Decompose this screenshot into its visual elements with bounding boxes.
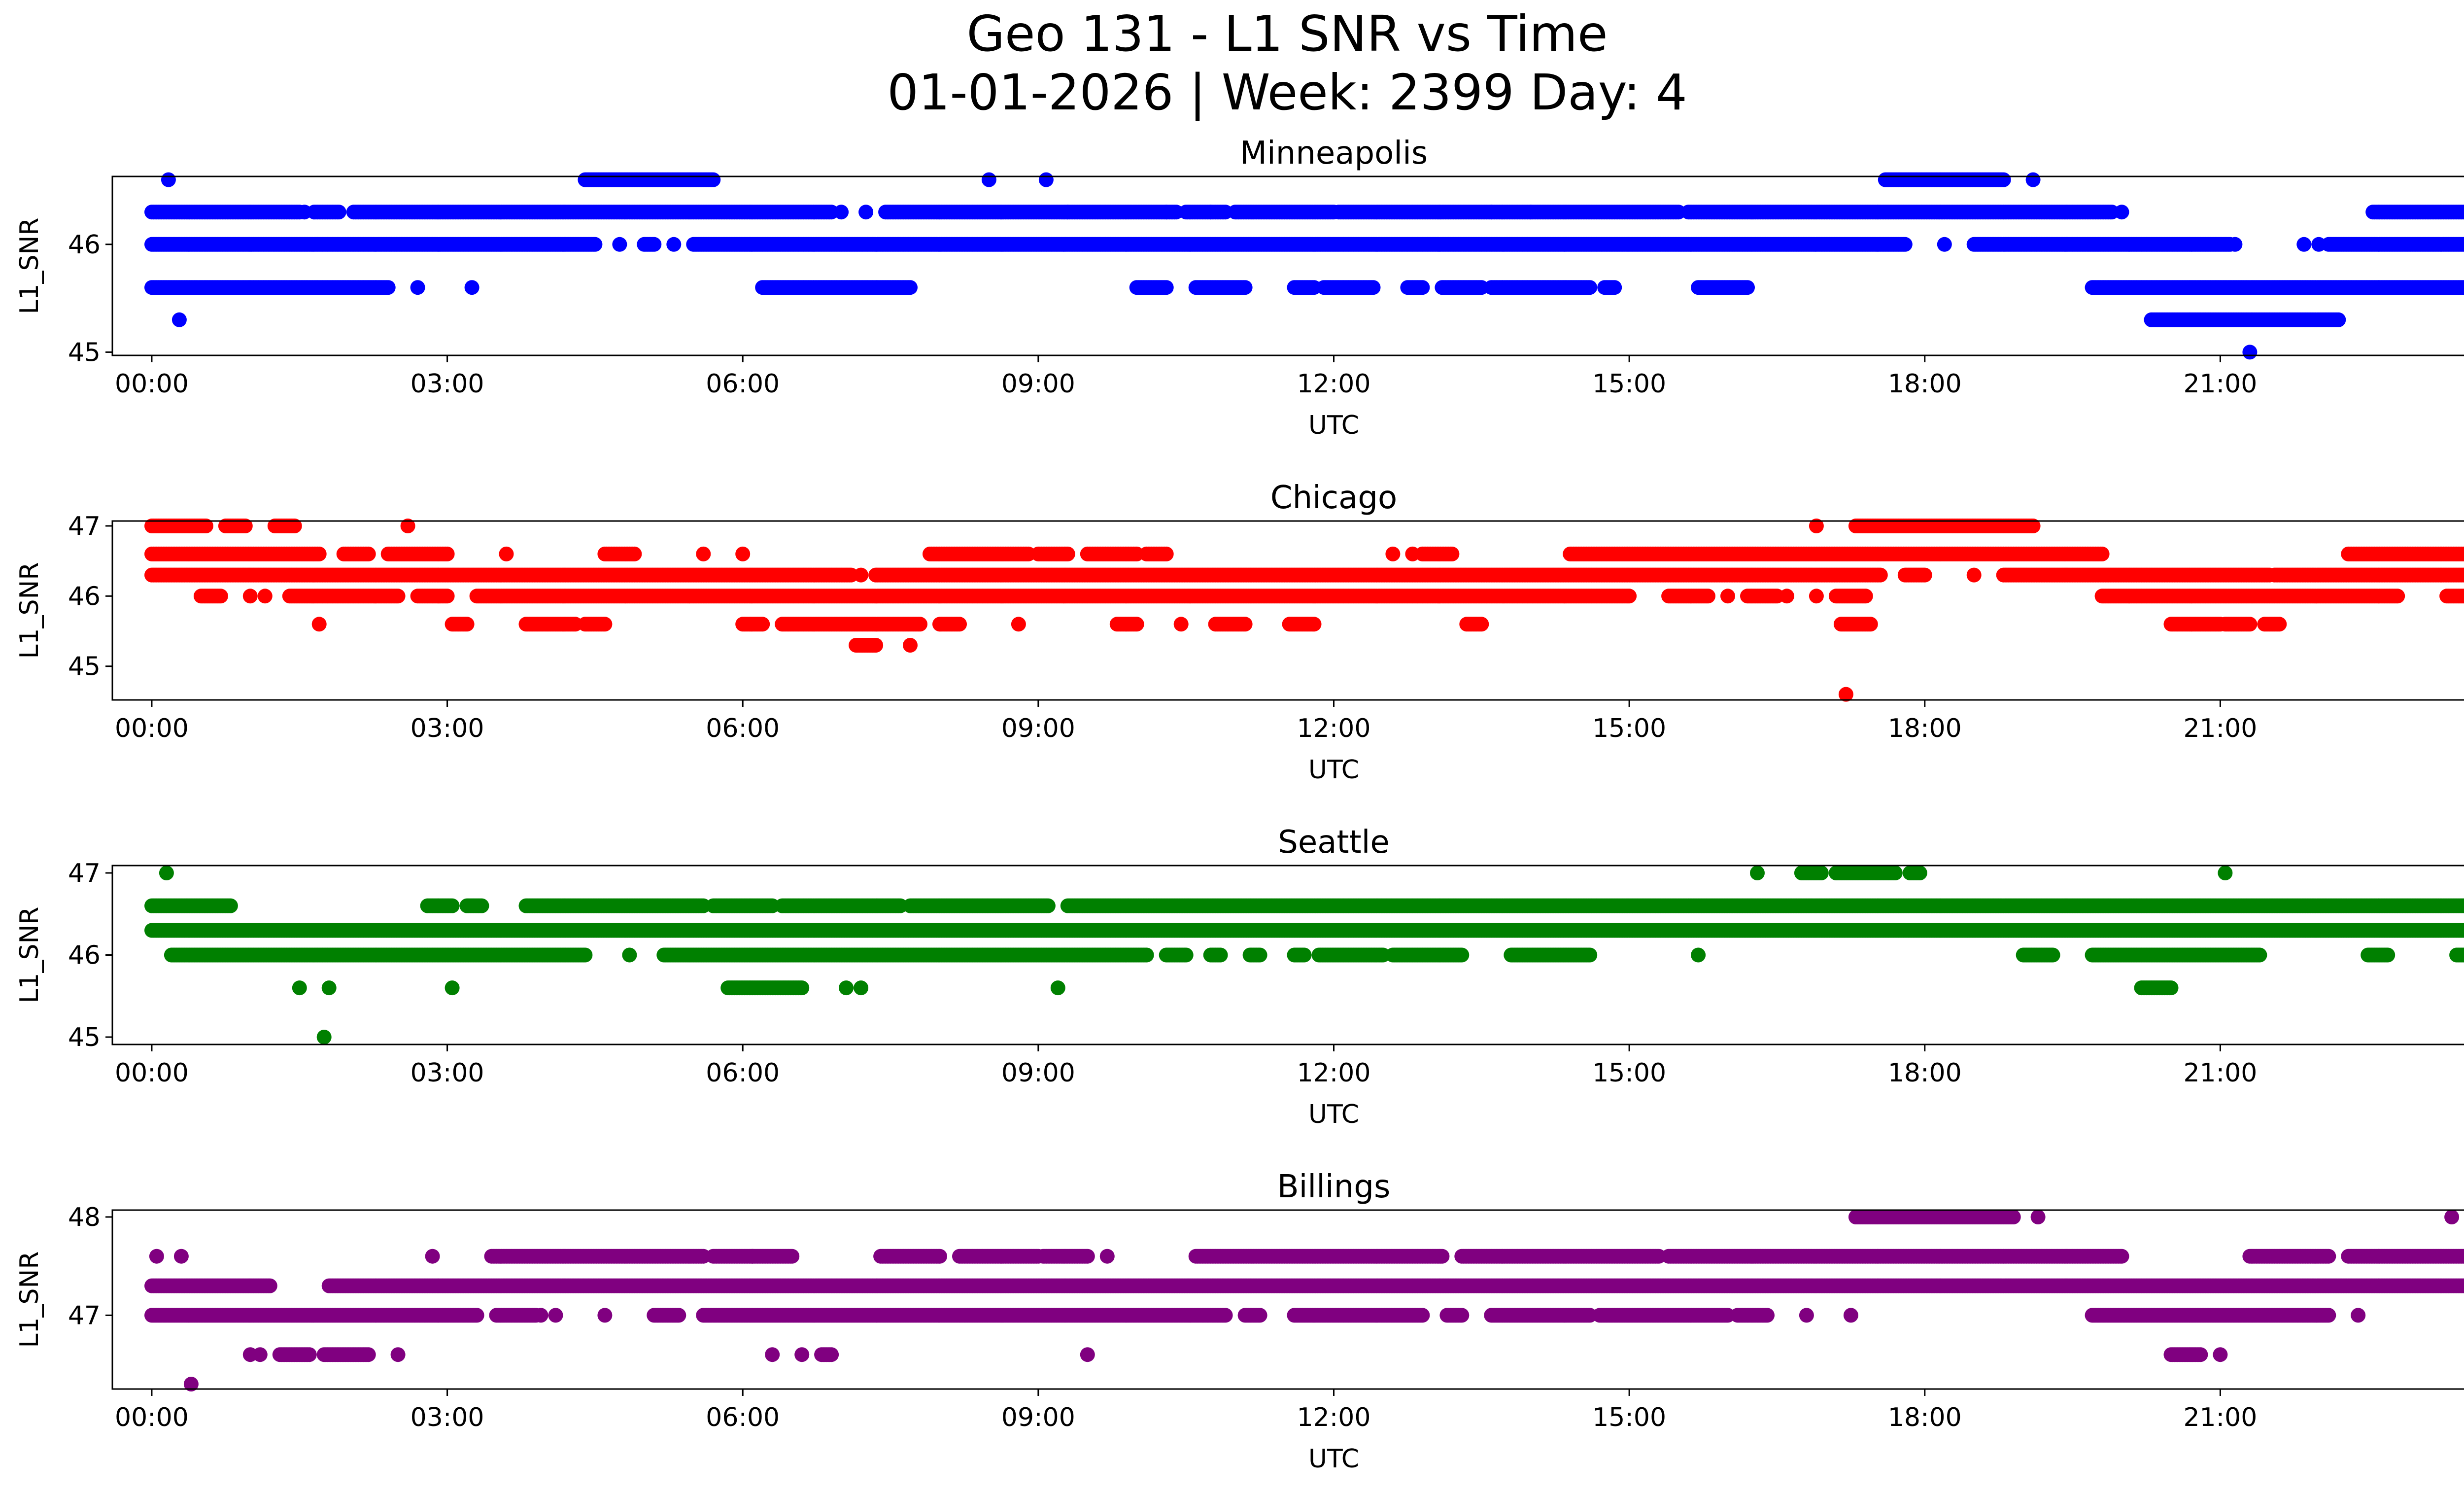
data-point — [2242, 345, 2258, 360]
x-tick-label: 06:00 — [706, 714, 780, 743]
data-point — [844, 567, 859, 583]
data-point — [440, 546, 455, 561]
y-tick-label: 46 — [68, 230, 101, 260]
data-point — [1415, 280, 1430, 295]
x-tick-label: 18:00 — [1888, 369, 1962, 399]
data-point — [2104, 205, 2120, 220]
x-tick-label: 12:00 — [1297, 369, 1371, 399]
data-point — [161, 172, 176, 187]
data-point — [1996, 172, 2011, 187]
data-point — [1060, 546, 1075, 561]
y-tick-label: 47 — [68, 512, 101, 541]
data-point — [1966, 567, 1982, 583]
data-point — [858, 205, 874, 220]
data-point — [2094, 546, 2110, 561]
subplots: Minneapolis L1_SNR UTC 00:00 03:00 06:00 09:00… — [15, 135, 2464, 1474]
data-point — [1038, 172, 1054, 187]
data-point — [627, 546, 642, 561]
data-point — [696, 546, 711, 561]
data-point — [380, 280, 396, 295]
y-tick-label: 45 — [68, 652, 101, 682]
data-point — [1937, 237, 1952, 252]
data-point — [1740, 280, 1755, 295]
data-point — [1444, 546, 1460, 561]
data-point — [587, 237, 603, 252]
data-point — [1159, 280, 1174, 295]
data-point — [331, 205, 346, 220]
data-point — [1582, 280, 1598, 295]
data-point — [2331, 312, 2346, 327]
data-point — [499, 546, 514, 561]
x-tick-label: 03:00 — [411, 369, 484, 399]
data-point — [706, 172, 721, 187]
data-point — [1366, 280, 1381, 295]
data-point — [464, 280, 479, 295]
data-point — [1385, 546, 1401, 561]
data-point — [1159, 546, 1174, 561]
data-point — [1607, 280, 1622, 295]
subplot-minneapolis: Minneapolis L1_SNR UTC 00:00 03:00 06:00 09:00… — [15, 135, 2464, 440]
data-point — [735, 546, 751, 561]
x-tick-label: 00:00 — [115, 714, 189, 743]
x-tick-label: 09:00 — [1001, 714, 1075, 743]
data-point — [361, 546, 376, 561]
x-axis-label: UTC — [1308, 411, 1359, 440]
data-point — [981, 172, 996, 187]
data-point — [2223, 237, 2238, 252]
figure-title-line2: 01-01-2026 | Week: 2399 Day: 4 — [887, 64, 1687, 121]
figure-title-line1: Geo 131 - L1 SNR vs Time — [967, 5, 1608, 63]
y-tick-label: 45 — [68, 338, 101, 367]
y-axis-label: L1_SNR — [15, 217, 44, 314]
data-point — [1897, 237, 1913, 252]
data-point — [647, 237, 662, 252]
x-tick-label: 15:00 — [1592, 369, 1666, 399]
data-point — [1237, 280, 1253, 295]
subplot-title: Chicago — [1270, 480, 1397, 516]
x-tick-label: 00:00 — [115, 369, 189, 399]
y-axis-label: L1_SNR — [15, 562, 44, 659]
data-point — [171, 312, 187, 327]
x-tick-label: 09:00 — [1001, 369, 1075, 399]
data-point — [903, 280, 918, 295]
data-point — [292, 205, 307, 220]
y-tick-label: 46 — [68, 582, 101, 611]
data-point — [612, 237, 627, 252]
subplot-title: Minneapolis — [1240, 135, 1428, 172]
data-point — [2296, 237, 2312, 252]
x-tick-label: 21:00 — [2183, 714, 2257, 743]
x-tick-label: 18:00 — [1888, 714, 1962, 743]
x-tick-label: 12:00 — [1297, 714, 1371, 743]
x-tick-label: 06:00 — [706, 369, 780, 399]
x-tick-label: 15:00 — [1592, 714, 1666, 743]
data-point — [410, 280, 425, 295]
data-point — [824, 205, 839, 220]
data-point — [2025, 172, 2041, 187]
data-point — [666, 237, 682, 252]
x-tick-label: 03:00 — [411, 714, 484, 743]
data-point — [2462, 207, 2464, 217]
x-tick-label: 21:00 — [2183, 369, 2257, 399]
data-point — [311, 546, 327, 561]
x-axis-label: UTC — [1308, 755, 1359, 785]
